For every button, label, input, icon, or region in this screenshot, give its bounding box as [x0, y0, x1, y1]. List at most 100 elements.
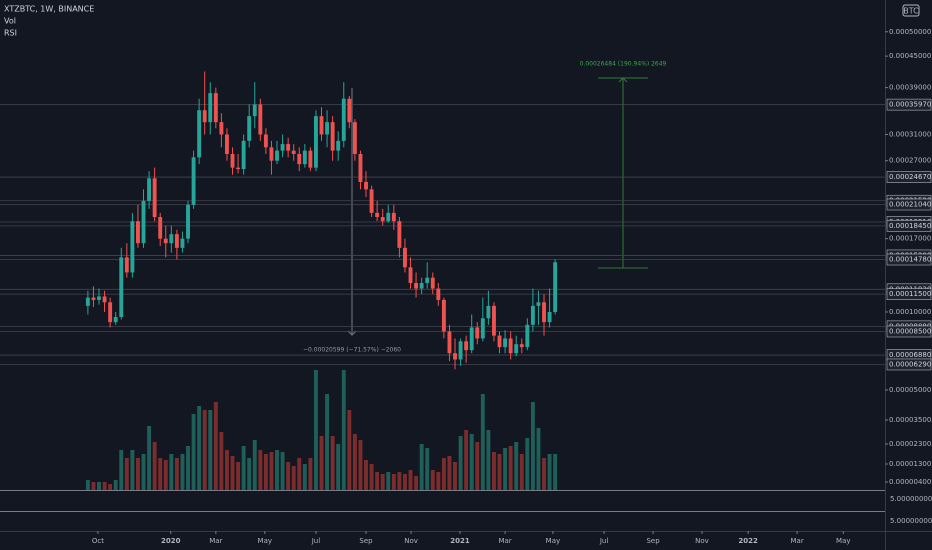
candle-body: [158, 217, 163, 239]
volume-bar: [91, 482, 96, 490]
volume-bar: [130, 450, 135, 490]
volume-bar: [469, 434, 474, 490]
level-label: 0.00014780: [889, 256, 931, 264]
candle-body: [147, 178, 152, 201]
volume-bar: [458, 436, 463, 490]
volume-bar: [497, 454, 502, 490]
volume-bar: [275, 450, 279, 490]
volume-bar: [475, 442, 480, 490]
candle-body: [258, 104, 263, 135]
candle-body: [119, 257, 124, 317]
y-tick-label: 0.00050000: [889, 28, 931, 36]
level-label: 0.00008500: [889, 327, 931, 335]
volume-bar: [364, 460, 368, 490]
candle-body: [280, 144, 285, 151]
currency[interactable]: BTC: [903, 7, 919, 16]
candle-body: [492, 305, 496, 336]
candle-body: [464, 341, 469, 351]
level-box: [886, 198, 932, 211]
volume-bar: [119, 450, 124, 490]
volume-bar: [152, 442, 157, 490]
volume-bar: [141, 454, 146, 490]
candle-body: [497, 335, 502, 348]
volume-bar: [453, 462, 457, 490]
candle-body: [408, 267, 413, 284]
currency-box[interactable]: [902, 4, 920, 17]
x-tick-label: 2020: [161, 537, 181, 545]
candle-body: [91, 297, 96, 300]
candle-body: [97, 296, 101, 300]
candle-body: [447, 331, 452, 354]
measure-up: [598, 77, 648, 269]
candle-body: [85, 297, 90, 306]
candle-body: [197, 110, 202, 158]
candle-body: [319, 116, 324, 135]
volume-bar: [302, 464, 307, 490]
candle-body: [136, 221, 140, 244]
volume-bar: [186, 446, 190, 490]
x-tick-label: Oct: [92, 537, 104, 545]
indicator-label: Vol: [4, 17, 16, 26]
candle-body: [514, 344, 519, 354]
volume-bar: [525, 438, 530, 490]
level-box: [886, 325, 932, 338]
volume-bar: [375, 472, 380, 490]
x-tick-label: Nov: [695, 537, 709, 545]
candle-body: [419, 283, 424, 289]
x-tick-label: Mar: [498, 537, 511, 545]
volume-bar: [514, 442, 519, 490]
candle-body: [475, 327, 480, 339]
volume-bar: [425, 448, 430, 490]
candle-body: [124, 257, 129, 273]
measure-label: 0.00026484 (190.94%) 2649: [580, 61, 667, 68]
candle-body: [263, 134, 268, 148]
volume-bar: [542, 458, 546, 490]
volume-bar: [319, 436, 324, 490]
y-tick-label: 0.00017000: [889, 235, 931, 243]
pane-label: 5.00000000: [890, 495, 932, 503]
level-box: [886, 288, 932, 300]
volume-bar: [369, 464, 374, 490]
candle-body: [364, 181, 368, 190]
volume-bar: [291, 466, 296, 490]
x-tick-label: Mar: [791, 537, 804, 545]
candle-body: [113, 316, 118, 323]
level-box: [886, 171, 932, 183]
volume-bar: [174, 458, 179, 490]
candle-body: [453, 353, 457, 360]
volume-bar: [269, 452, 274, 490]
candle-body: [236, 167, 241, 170]
candle-body: [347, 98, 352, 123]
volume-bar: [225, 450, 229, 490]
volume-bar: [547, 454, 552, 490]
candle-body: [225, 134, 229, 154]
candle-body: [252, 104, 257, 117]
level-label: 0.00035970: [889, 101, 931, 109]
volume-bar: [247, 458, 252, 490]
measure-arrow: [618, 77, 628, 83]
volume-bar: [124, 458, 129, 490]
volume-bar: [441, 458, 446, 490]
candle-body: [530, 305, 535, 325]
level-box: [886, 358, 932, 371]
x-tick-label: Sep: [646, 537, 660, 545]
volume-bar: [391, 474, 396, 490]
candle-body: [414, 283, 419, 289]
volume-tick-label: 0.00002300: [889, 440, 931, 448]
candle-body: [519, 344, 524, 348]
volume-bar: [191, 414, 196, 490]
candle-body: [130, 221, 135, 273]
candle-body: [436, 288, 441, 300]
volume-bar: [336, 444, 341, 490]
volume-bar: [486, 430, 491, 490]
volume-bar: [202, 410, 207, 490]
volume-bar: [352, 434, 357, 490]
volume-bar: [180, 454, 185, 490]
volume-bar: [308, 458, 313, 490]
candle-body: [163, 238, 168, 244]
x-tick-label: May: [836, 537, 850, 545]
volume-bar: [503, 448, 508, 490]
x-tick-label: Mar: [209, 537, 222, 545]
y-tick-label: 0.00039000: [889, 84, 931, 92]
candle-body: [141, 200, 146, 244]
